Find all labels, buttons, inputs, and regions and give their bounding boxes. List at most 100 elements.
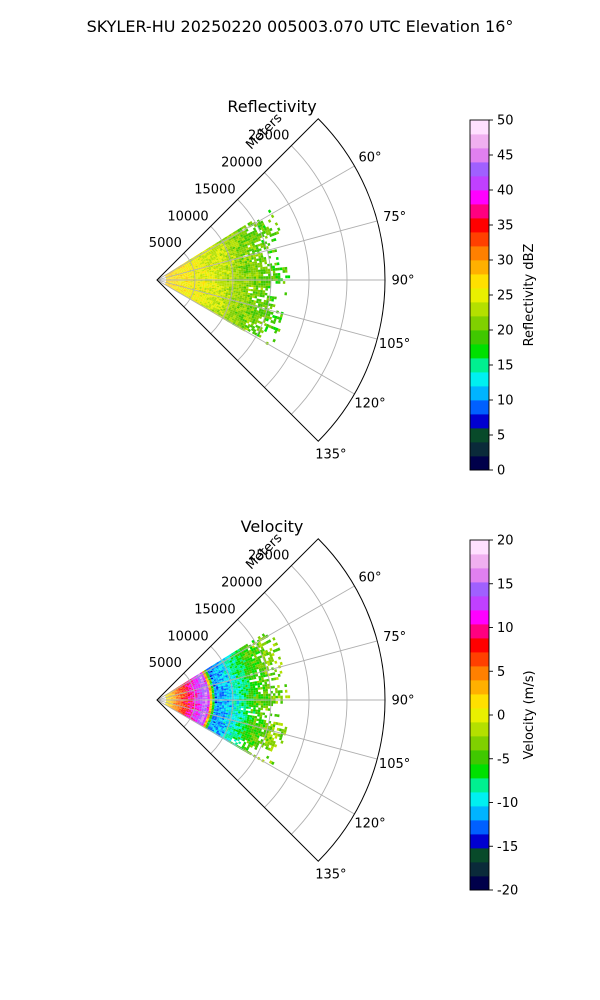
radar-cell (233, 709, 237, 712)
radar-cell (214, 697, 218, 700)
radar-cell (199, 263, 203, 265)
radar-cell (273, 721, 276, 725)
radar-cell (190, 298, 193, 300)
radar-cell (174, 286, 177, 288)
radar-cell (235, 266, 239, 269)
radar-cell (232, 292, 236, 295)
radar-cell (211, 309, 215, 312)
radar-cell (273, 695, 276, 699)
radar-cell (246, 727, 250, 730)
radar-cell (211, 693, 215, 695)
radar-cell (181, 264, 185, 267)
radar-cell (176, 289, 179, 291)
radar-cell (250, 317, 254, 321)
radar-cell (243, 248, 247, 252)
radar-cell (195, 275, 198, 277)
radar-cell (184, 272, 188, 275)
radar-cell (254, 746, 258, 751)
radar-cell (254, 307, 258, 310)
radar-cell (174, 272, 178, 275)
radar-cell (209, 249, 213, 252)
radar-cell (169, 286, 172, 288)
radar-cell (268, 736, 273, 740)
radar-cell (238, 241, 242, 245)
radar-cell (201, 288, 205, 290)
radar-cell (216, 679, 220, 682)
radar-cell (238, 287, 242, 290)
radar-cell (257, 320, 261, 324)
radar-cell (174, 270, 177, 273)
radar-cell (242, 265, 246, 268)
radar-cell (246, 704, 249, 707)
radar-cell (219, 680, 222, 683)
radar-cell (202, 300, 206, 303)
radar-cell (260, 707, 264, 711)
radar-cell (215, 720, 219, 723)
radar-cell (212, 276, 215, 279)
radar-cell (187, 275, 191, 277)
radar-cell (178, 276, 181, 277)
radar-cell (168, 701, 171, 702)
radar-cell (188, 709, 192, 712)
radar-cell (229, 673, 233, 676)
radar-cell (212, 682, 215, 685)
radar-cell (167, 694, 170, 696)
radar-cell (198, 265, 201, 268)
radar-cell (203, 712, 206, 715)
radar-cell (268, 701, 271, 704)
radar-cell (260, 723, 263, 727)
radar-cell (200, 277, 203, 279)
radar-cell (251, 308, 255, 312)
radar-cell (207, 283, 210, 286)
radar-cell (219, 274, 222, 277)
radar-cell (191, 257, 195, 260)
colorbar-segment (470, 330, 489, 345)
radar-cell (223, 292, 226, 295)
radar-cell (183, 687, 186, 690)
radar-cell (202, 275, 205, 277)
radar-cell (227, 661, 231, 664)
radar-cell (255, 730, 259, 733)
radar-cell (194, 269, 197, 272)
radar-cell (262, 732, 266, 736)
radar-cell (266, 678, 270, 682)
radar-cell (227, 262, 231, 265)
radar-cell (258, 248, 262, 252)
radar-cell (243, 704, 247, 707)
radar-cell (177, 283, 181, 285)
radar-cell (219, 693, 222, 696)
radar-cell (244, 733, 248, 736)
radar-cell (250, 675, 254, 678)
radar-cell (252, 731, 256, 735)
radar-cell (189, 692, 193, 694)
radar-cell (226, 700, 230, 703)
radar-cell (175, 703, 178, 705)
radar-cell (246, 307, 250, 310)
colorbar-segment (470, 386, 489, 401)
radar-cell (207, 714, 211, 716)
radar-cell (264, 725, 268, 728)
radar-cell (226, 289, 229, 292)
radar-cell (172, 706, 175, 708)
radar-cell (186, 708, 189, 711)
radar-cell (244, 680, 248, 684)
radar-cell (228, 308, 231, 312)
radar-cell (197, 300, 200, 303)
radar-cell (262, 290, 266, 293)
radar-cell (215, 292, 219, 295)
radar-cell (207, 263, 211, 266)
radar-cell (200, 714, 203, 716)
radar-cell (210, 291, 214, 293)
radar-cell (239, 282, 242, 285)
radar-cell (229, 277, 232, 280)
radar-cell (177, 275, 181, 277)
radar-cell (229, 705, 232, 708)
radar-cell (224, 283, 227, 286)
radar-cell (175, 703, 178, 704)
radar-cell (210, 305, 214, 309)
radar-cell (198, 675, 202, 678)
radar-cell (220, 728, 223, 732)
radar-cell (187, 713, 190, 716)
radar-cell (253, 274, 256, 277)
radar-cell (173, 698, 176, 699)
